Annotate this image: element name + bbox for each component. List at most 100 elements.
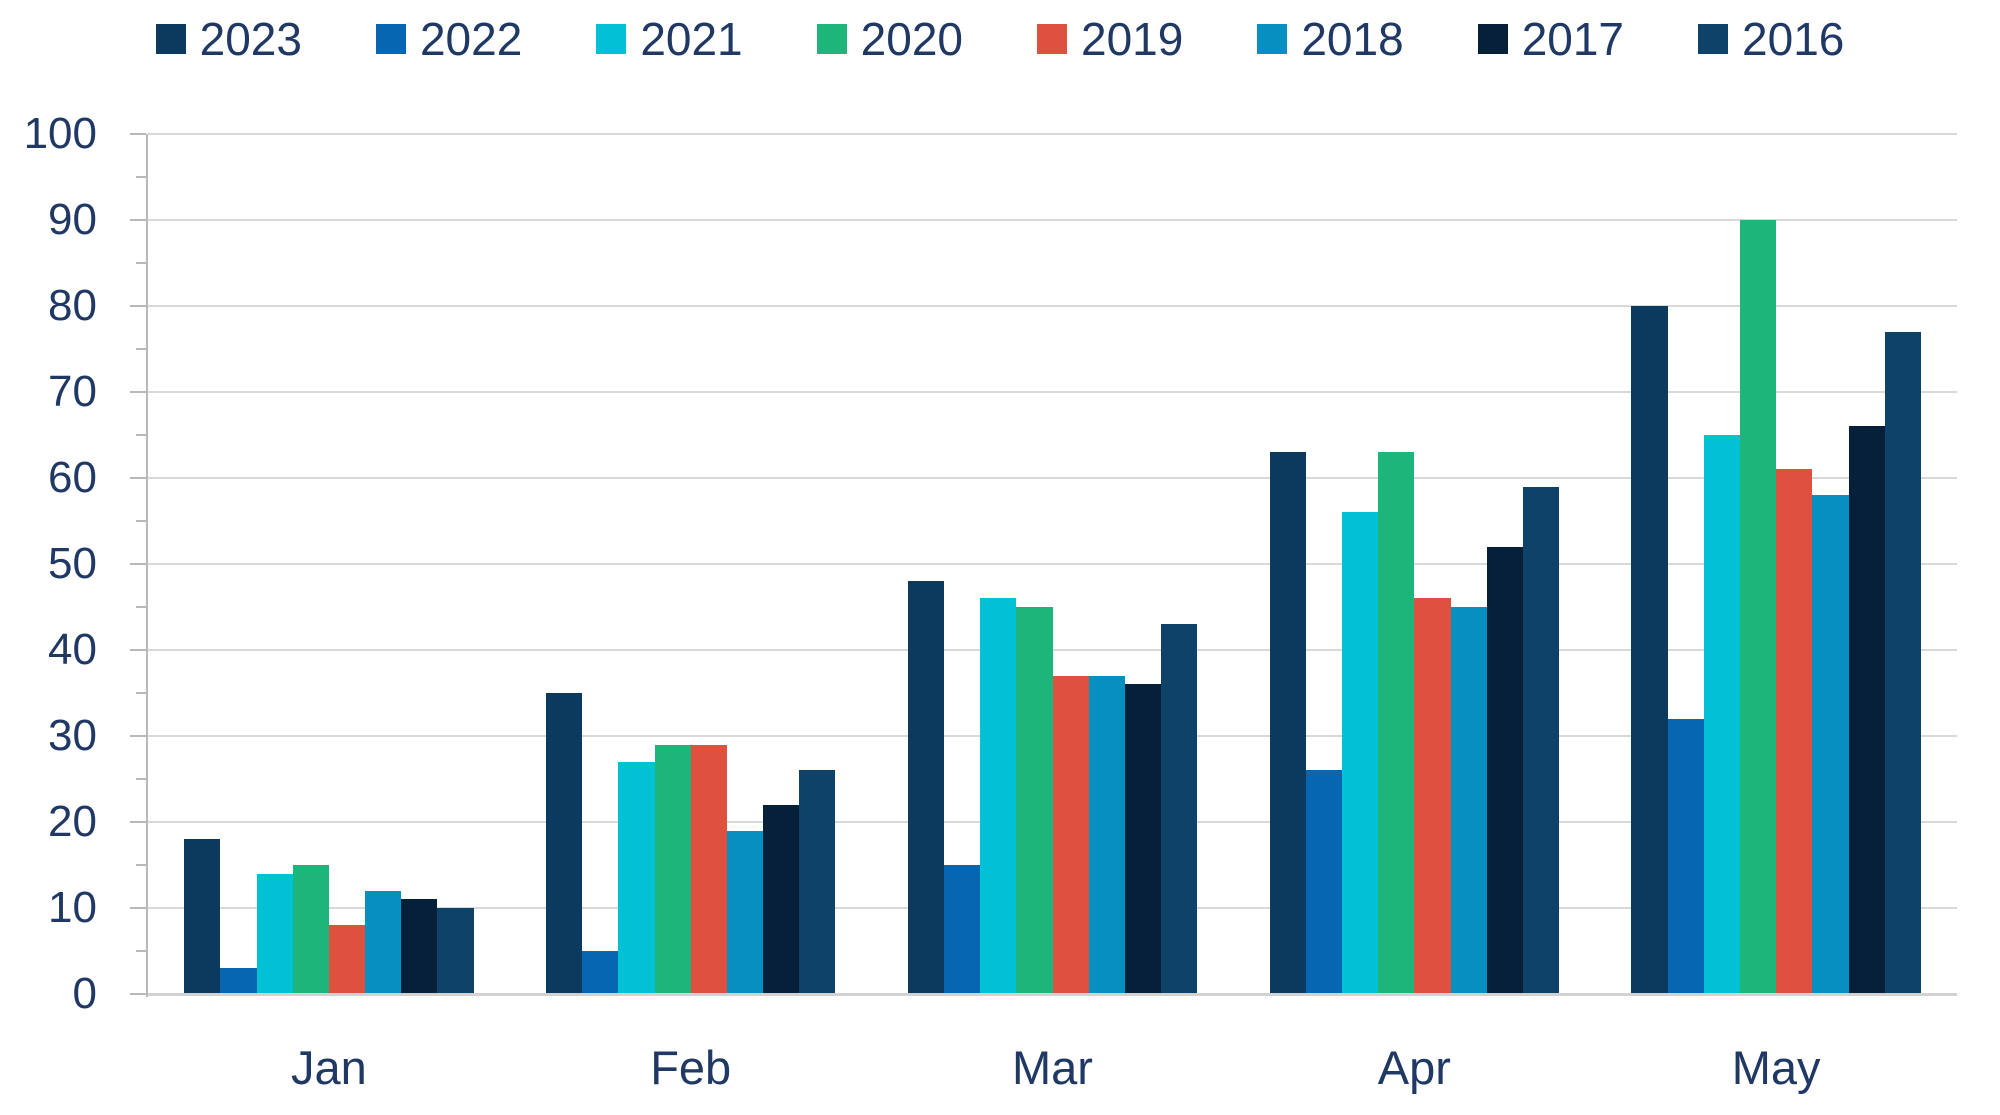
bar-group-may xyxy=(1631,134,1921,994)
bar-2023-jan xyxy=(184,839,221,994)
bar-2019-jan xyxy=(328,925,366,994)
y-axis-label-40: 40 xyxy=(48,625,97,674)
bar-2017-may xyxy=(1848,426,1885,994)
bar-2023-mar xyxy=(907,581,944,994)
legend-item-2023: 2023 xyxy=(155,13,302,65)
y-axis-minor-tick xyxy=(136,520,146,522)
legend-item-2019: 2019 xyxy=(1037,16,1183,62)
gridline-y60 xyxy=(148,477,1957,479)
y-axis-label-30: 30 xyxy=(48,711,97,760)
bar-2022-apr xyxy=(1305,770,1342,994)
y-axis-major-tick xyxy=(130,563,146,565)
bar-2016-jan xyxy=(437,908,474,994)
bar-2017-jan xyxy=(401,899,438,994)
legend-label: 2017 xyxy=(1521,13,1625,65)
bar-2018-jan xyxy=(365,890,402,994)
bar-2021-apr xyxy=(1341,512,1379,994)
bar-2021-jan xyxy=(256,873,293,994)
y-axis-label-0: 0 xyxy=(72,969,97,1018)
y-axis-label-80: 80 xyxy=(48,281,97,330)
bar-group-apr xyxy=(1269,134,1560,994)
chart-legend: 2023 2022 2021 2020 2019 2018 2017 2016 xyxy=(0,8,2000,70)
bar-2022-may xyxy=(1667,718,1704,994)
x-axis-label-feb: Feb xyxy=(650,1041,732,1094)
legend-swatch-icon xyxy=(1037,24,1067,54)
legend-item-2020: 2020 xyxy=(816,13,963,65)
plot-area xyxy=(148,133,1957,994)
x-axis-label-jan: Jan xyxy=(291,1041,367,1094)
bar-2020-may xyxy=(1739,220,1777,994)
y-axis-major-tick xyxy=(130,649,146,651)
bar-2022-mar xyxy=(943,865,981,994)
y-axis-major-tick xyxy=(130,735,146,737)
y-axis-minor-tick xyxy=(136,176,146,178)
legend-item-2017: 2017 xyxy=(1477,13,1625,65)
bar-2020-feb xyxy=(654,744,691,994)
legend-label: 2019 xyxy=(1081,13,1184,65)
bar-2017-apr xyxy=(1486,546,1523,994)
x-axis-label-mar: Mar xyxy=(1012,1041,1093,1094)
bar-group-mar xyxy=(907,134,1198,994)
y-axis-minor-tick xyxy=(136,262,146,264)
bar-2017-mar xyxy=(1124,684,1162,994)
legend-item-2021: 2021 xyxy=(596,13,743,65)
y-axis-label-20: 20 xyxy=(48,797,97,846)
legend-label: 2018 xyxy=(1301,13,1404,65)
bar-2023-may xyxy=(1631,306,1668,994)
y-axis-major-tick xyxy=(130,305,146,307)
bar-2017-feb xyxy=(763,804,800,994)
y-axis-minor-tick xyxy=(136,348,146,350)
x-axis-line xyxy=(148,993,1957,996)
bar-2019-apr xyxy=(1414,598,1451,994)
gridline-y50 xyxy=(148,563,1957,565)
y-axis-minor-tick xyxy=(136,692,146,694)
y-axis-major-tick xyxy=(130,219,146,221)
bar-2019-mar xyxy=(1052,675,1089,994)
y-axis-label-90: 90 xyxy=(48,195,97,244)
gridline-y70 xyxy=(148,391,1957,393)
legend-item-2016: 2016 xyxy=(1698,16,1844,62)
legend-item-2022: 2022 xyxy=(375,16,522,62)
bar-2016-apr xyxy=(1522,486,1560,994)
gridline-y100 xyxy=(148,133,1957,135)
legend-swatch-icon xyxy=(816,24,847,54)
bar-2023-apr xyxy=(1269,452,1306,994)
legend-swatch-icon xyxy=(1257,24,1288,54)
bar-2022-jan xyxy=(220,968,257,994)
y-axis-line xyxy=(146,134,148,997)
bar-2018-feb xyxy=(726,830,764,994)
y-axis-major-tick xyxy=(130,821,146,823)
bar-2019-feb xyxy=(690,744,727,994)
legend-label: 2023 xyxy=(199,13,302,65)
bar-2016-feb xyxy=(799,770,836,994)
y-axis-major-tick xyxy=(130,477,146,479)
y-axis-major-tick xyxy=(130,993,146,995)
y-axis-major-tick xyxy=(130,907,146,909)
legend-label: 2020 xyxy=(860,13,963,65)
bar-2016-mar xyxy=(1161,624,1198,994)
bar-2020-mar xyxy=(1016,607,1053,994)
bar-2018-apr xyxy=(1450,607,1487,994)
x-axis-label-may: May xyxy=(1731,1041,1821,1094)
bar-2020-apr xyxy=(1378,452,1415,994)
legend-swatch-icon xyxy=(375,24,406,54)
legend-label: 2021 xyxy=(640,13,743,65)
gridline-y90 xyxy=(148,219,1957,221)
bar-2019-may xyxy=(1776,469,1813,994)
legend-item-2018: 2018 xyxy=(1257,13,1404,65)
legend-swatch-icon xyxy=(1477,24,1508,54)
bar-group-jan xyxy=(184,134,474,994)
bar-2021-mar xyxy=(980,598,1017,994)
bar-2022-feb xyxy=(582,951,619,994)
y-axis-label-100: 100 xyxy=(23,109,97,158)
bar-2021-may xyxy=(1703,435,1740,994)
bar-2023-feb xyxy=(545,693,583,994)
y-axis-minor-tick xyxy=(136,606,146,608)
y-axis-major-tick xyxy=(130,391,146,393)
y-axis-minor-tick xyxy=(136,778,146,780)
legend-label: 2016 xyxy=(1742,13,1845,65)
bar-2016-may xyxy=(1884,331,1921,994)
x-axis-label-apr: Apr xyxy=(1377,1041,1451,1094)
y-axis-label-50: 50 xyxy=(48,539,97,588)
bar-group-feb xyxy=(545,134,836,994)
